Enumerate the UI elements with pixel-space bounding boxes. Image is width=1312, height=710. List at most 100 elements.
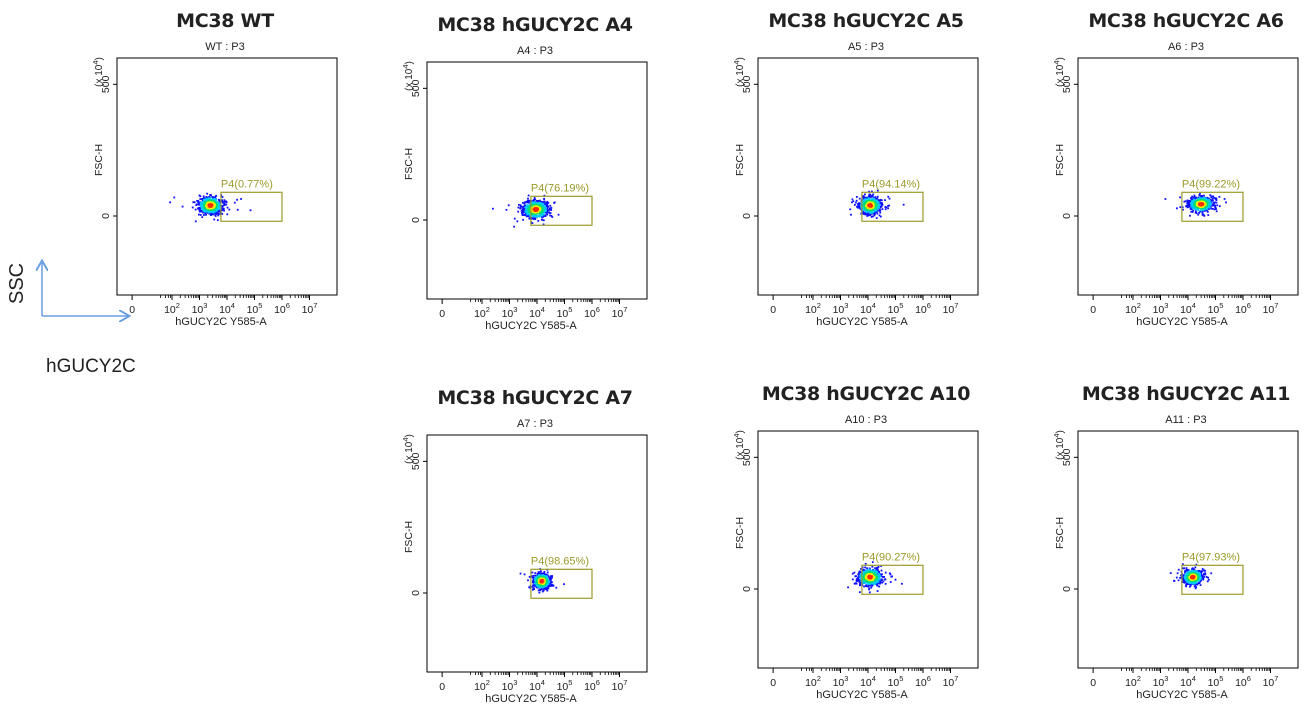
event-point (546, 576, 549, 579)
event-point (1207, 197, 1210, 200)
event-point (218, 208, 221, 210)
event-point (1225, 201, 1227, 204)
y-tick-label: 500 (100, 75, 112, 93)
event-point (884, 208, 887, 211)
x-tick-label: 104 (529, 678, 545, 693)
event-point (863, 585, 865, 588)
event-point (854, 582, 857, 585)
event-point (862, 213, 865, 215)
event-point (874, 212, 876, 215)
x-tick-label: 103 (192, 301, 208, 316)
event-point (542, 588, 545, 591)
x-tick-label: 103 (502, 305, 518, 320)
event-point (191, 206, 194, 209)
event-point (858, 205, 861, 208)
x-tick-label: 103 (502, 678, 518, 693)
event-point (881, 581, 883, 584)
event-point (1205, 576, 1208, 578)
event-point (866, 585, 869, 588)
event-point (877, 578, 880, 581)
event-point (539, 199, 541, 202)
x-tick-label: 0 (770, 677, 776, 689)
x-axis-label: hGUCY2C Y585-A (816, 689, 908, 701)
event-point (876, 574, 878, 577)
event-point (1183, 578, 1186, 581)
event-point (538, 214, 541, 217)
event-point (223, 202, 226, 205)
event-point (1202, 577, 1205, 580)
event-point (532, 574, 535, 577)
panel-title: MC38 hGUCY2C A7 (437, 387, 633, 409)
event-point (878, 581, 881, 584)
event-point (1213, 197, 1216, 199)
event-point (1201, 570, 1204, 573)
x-tick-label: 103 (1153, 301, 1169, 316)
event-point (878, 585, 881, 588)
x-tick-label: 104 (1180, 301, 1196, 316)
x-tick-label: 106 (915, 674, 931, 689)
event-point (532, 587, 535, 590)
panel-title: MC38 hGUCY2C A4 (437, 14, 633, 36)
event-point (854, 201, 857, 204)
event-point (1183, 200, 1186, 203)
event-point (1190, 198, 1193, 201)
event-point (204, 197, 206, 200)
plot-frame (757, 57, 979, 296)
event-point (1184, 572, 1187, 574)
x-tick-label: 102 (1125, 674, 1141, 689)
event-point (1188, 204, 1191, 207)
event-point (1214, 198, 1217, 201)
event-point (534, 584, 537, 587)
event-point (199, 214, 202, 216)
event-point (215, 194, 218, 197)
event-point (519, 207, 522, 210)
event-point (201, 203, 204, 206)
y-tick-label: 500 (1061, 448, 1073, 466)
event-point (215, 209, 218, 212)
event-point (1177, 568, 1180, 571)
event-point (856, 205, 858, 208)
x-tick-label: 106 (274, 301, 290, 316)
event-point (885, 206, 888, 209)
event-point (855, 199, 858, 202)
event-point (873, 572, 876, 575)
event-point (855, 578, 858, 580)
event-point (871, 195, 874, 198)
event-point (198, 208, 200, 211)
event-point (884, 582, 887, 585)
event-point (540, 214, 543, 217)
event-point (523, 202, 526, 205)
event-point (1198, 199, 1200, 202)
event-point (545, 210, 547, 213)
event-point (551, 575, 553, 577)
event-point (879, 575, 881, 578)
x-tick-label: 104 (860, 674, 876, 689)
event-point (1187, 569, 1190, 571)
event-point (522, 211, 525, 214)
event-point (528, 201, 530, 204)
panel-subtitle: WT : P3 (205, 41, 245, 53)
event-point (1215, 199, 1218, 201)
event-point (872, 215, 874, 218)
y-tick-label: 500 (410, 79, 422, 97)
event-point (212, 211, 215, 214)
event-point (536, 573, 539, 575)
event-point (1203, 197, 1205, 200)
event-point (206, 192, 209, 195)
event-point (877, 577, 880, 580)
event-point (1206, 196, 1209, 199)
event-point (1201, 568, 1204, 570)
event-point (869, 204, 872, 207)
event-point (203, 196, 205, 199)
event-point (858, 570, 861, 573)
event-point (535, 577, 537, 579)
event-point (1206, 210, 1209, 213)
event-point (1202, 578, 1205, 581)
event-point (543, 206, 546, 209)
event-point (878, 209, 881, 212)
panel-title: MC38 hGUCY2C A5 (768, 10, 964, 32)
y-axis-label: FSC-H (93, 144, 105, 176)
event-point (539, 205, 542, 208)
x-tick-label: 104 (529, 305, 545, 320)
event-point (534, 574, 537, 577)
